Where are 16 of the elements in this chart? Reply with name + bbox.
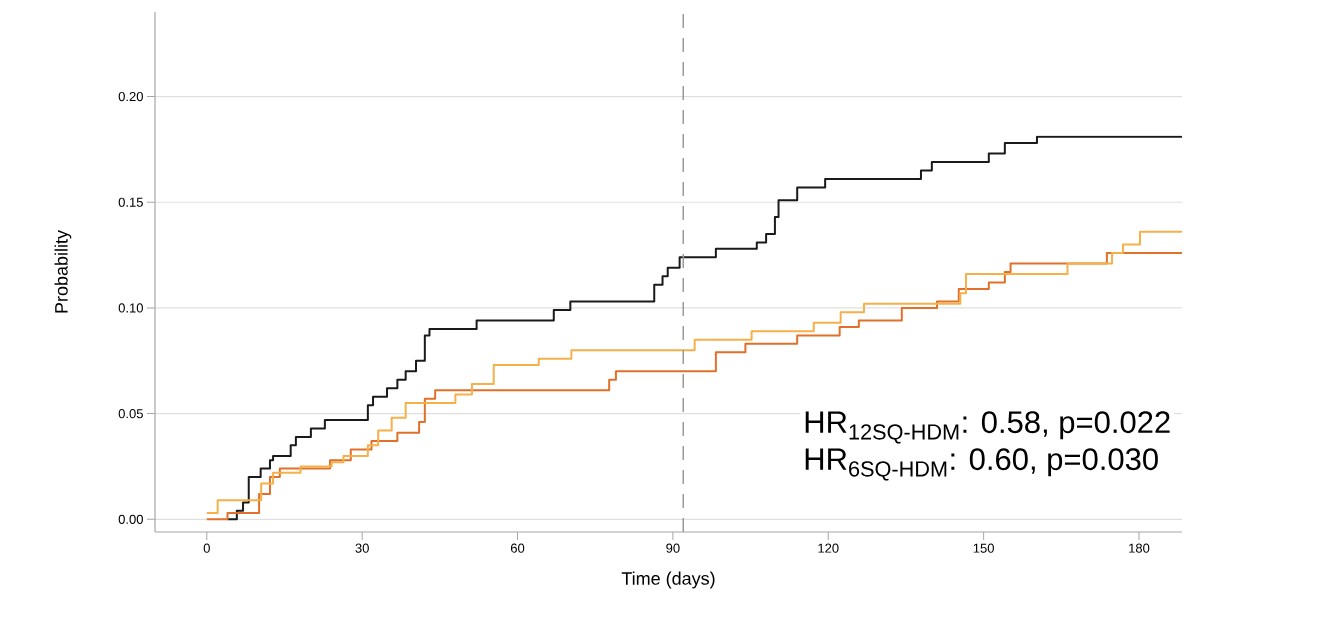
y-tick-label: 0.10 [118, 303, 143, 313]
y-tick-label: 0.15 [118, 197, 143, 207]
y-tick-label: 0.00 [118, 514, 143, 524]
annotation: HR$_{12SQ-HDM}$: 0.58, p=0.022 [805, 411, 1170, 444]
y-axis-title: Probability [54, 230, 72, 313]
x-tick-label: 120 [818, 543, 839, 553]
x-tick-label: 150 [973, 543, 994, 553]
x-axis-title: Time (days) [621, 571, 715, 589]
x-tick-label: 180 [1129, 543, 1150, 553]
x-tick-label: 90 [666, 543, 680, 553]
x-tick-label: 60 [510, 543, 525, 553]
y-tick-label: 0.20 [118, 91, 143, 102]
x-tick-label: 30 [355, 543, 369, 553]
x-tick-label: 0 [203, 543, 210, 553]
y-tick-label: 0.05 [118, 409, 143, 419]
annotation: HR$_{6SQ-HDM}$: 0.60, p=0.030 [805, 448, 1158, 481]
